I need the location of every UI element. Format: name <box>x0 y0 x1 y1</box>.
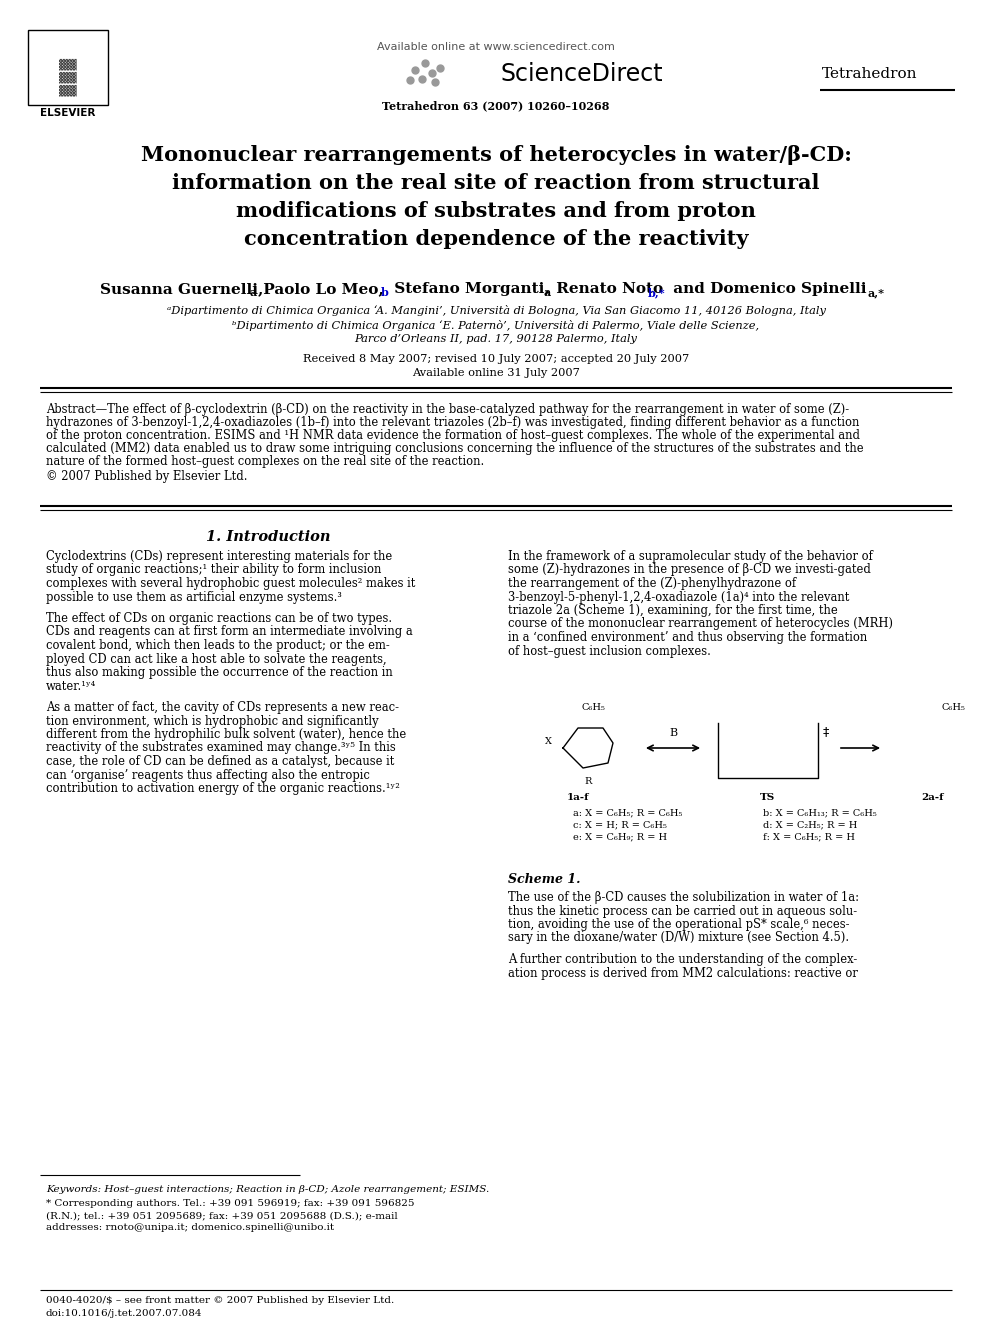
Text: nature of the formed host–guest complexes on the real site of the reaction.: nature of the formed host–guest complexe… <box>46 455 484 468</box>
Text: e: X = C₆H₉; R = H: e: X = C₆H₉; R = H <box>573 832 668 841</box>
Text: 2a-f: 2a-f <box>922 792 944 802</box>
Text: and Domenico Spinelli: and Domenico Spinelli <box>668 282 866 296</box>
Text: b,*: b,* <box>648 287 666 298</box>
Text: a: X = C₆H₅; R = C₆H₅: a: X = C₆H₅; R = C₆H₅ <box>573 808 682 818</box>
Text: ‡: ‡ <box>823 725 829 738</box>
Text: B: B <box>669 728 678 738</box>
Text: A further contribution to the understanding of the complex-: A further contribution to the understand… <box>508 953 857 966</box>
Text: In the framework of a supramolecular study of the behavior of: In the framework of a supramolecular stu… <box>508 550 873 564</box>
Text: thus also making possible the occurrence of the reaction in: thus also making possible the occurrence… <box>46 665 393 679</box>
Text: C₆H₅: C₆H₅ <box>581 703 605 712</box>
Text: Stefano Morganti,: Stefano Morganti, <box>389 282 550 296</box>
Text: Available online at www.sciencedirect.com: Available online at www.sciencedirect.co… <box>377 42 615 52</box>
Bar <box>28 30 108 105</box>
Text: tion environment, which is hydrophobic and significantly: tion environment, which is hydrophobic a… <box>46 714 379 728</box>
Text: triazole 2a (Scheme 1), examining, for the first time, the: triazole 2a (Scheme 1), examining, for t… <box>508 605 838 617</box>
Text: c: X = H; R = C₆H₅: c: X = H; R = C₆H₅ <box>573 820 667 830</box>
Text: X: X <box>545 737 552 745</box>
Text: ELSEVIER: ELSEVIER <box>41 108 95 118</box>
Text: Parco d’Orleans II, pad. 17, 90128 Palermo, Italy: Parco d’Orleans II, pad. 17, 90128 Paler… <box>354 333 638 344</box>
Text: As a matter of fact, the cavity of CDs represents a new reac-: As a matter of fact, the cavity of CDs r… <box>46 701 399 714</box>
Text: addresses: rnoto@unipa.it; domenico.spinelli@unibo.it: addresses: rnoto@unipa.it; domenico.spin… <box>46 1222 334 1232</box>
Text: TS: TS <box>761 792 776 802</box>
Text: tion, avoiding the use of the operational pS* scale,⁶ neces-: tion, avoiding the use of the operationa… <box>508 918 849 931</box>
Text: The effect of CDs on organic reactions can be of two types.: The effect of CDs on organic reactions c… <box>46 613 392 624</box>
Text: contribution to activation energy of the organic reactions.¹ʸ²: contribution to activation energy of the… <box>46 782 400 795</box>
Text: Abstract—The effect of β-cyclodextrin (β-CD) on the reactivity in the base-catal: Abstract—The effect of β-cyclodextrin (β… <box>46 404 849 415</box>
Text: information on the real site of reaction from structural: information on the real site of reaction… <box>173 173 819 193</box>
Text: complexes with several hydrophobic guest molecules² makes it: complexes with several hydrophobic guest… <box>46 577 416 590</box>
Text: modifications of substrates and from proton: modifications of substrates and from pro… <box>236 201 756 221</box>
Text: sary in the dioxane/water (D/W) mixture (see Section 4.5).: sary in the dioxane/water (D/W) mixture … <box>508 931 849 945</box>
Text: Scheme 1.: Scheme 1. <box>508 873 580 886</box>
Text: Renato Noto: Renato Noto <box>551 282 663 296</box>
Text: ᵃDipartimento di Chimica Organica ‘A. Mangini’, Università di Bologna, Via San G: ᵃDipartimento di Chimica Organica ‘A. Ma… <box>167 306 825 316</box>
Text: Received 8 May 2007; revised 10 July 2007; accepted 20 July 2007: Received 8 May 2007; revised 10 July 200… <box>303 355 689 364</box>
Text: possible to use them as artificial enzyme systems.³: possible to use them as artificial enzym… <box>46 590 342 603</box>
Text: calculated (MM2) data enabled us to draw some intriguing conclusions concerning : calculated (MM2) data enabled us to draw… <box>46 442 864 455</box>
Text: 1a-f: 1a-f <box>566 792 589 802</box>
Text: can ‘organise’ reagents thus affecting also the entropic: can ‘organise’ reagents thus affecting a… <box>46 769 370 782</box>
Text: Cyclodextrins (CDs) represent interesting materials for the: Cyclodextrins (CDs) represent interestin… <box>46 550 392 564</box>
Text: 1. Introduction: 1. Introduction <box>205 531 330 544</box>
Text: Mononuclear rearrangements of heterocycles in water/β-CD:: Mononuclear rearrangements of heterocycl… <box>141 146 851 165</box>
Text: water.¹ʸ⁴: water.¹ʸ⁴ <box>46 680 96 692</box>
Text: of the proton concentration. ESIMS and ¹H NMR data evidence the formation of hos: of the proton concentration. ESIMS and ¹… <box>46 429 860 442</box>
Text: ployed CD can act like a host able to solvate the reagents,: ployed CD can act like a host able to so… <box>46 652 387 665</box>
Text: concentration dependence of the reactivity: concentration dependence of the reactivi… <box>244 229 748 249</box>
Text: a,*: a,* <box>867 287 884 298</box>
Text: course of the mononuclear rearrangement of heterocycles (MRH): course of the mononuclear rearrangement … <box>508 618 893 631</box>
Text: the rearrangement of the (Z)-phenylhydrazone of: the rearrangement of the (Z)-phenylhydra… <box>508 577 797 590</box>
Text: ScienceDirect: ScienceDirect <box>500 62 663 86</box>
Text: covalent bond, which then leads to the product; or the em-: covalent bond, which then leads to the p… <box>46 639 390 652</box>
Text: Tetrahedron: Tetrahedron <box>822 67 918 81</box>
Text: some (Z)-hydrazones in the presence of β-CD we investi-gated: some (Z)-hydrazones in the presence of β… <box>508 564 871 577</box>
Text: Keywords: Host–guest interactions; Reaction in β-CD; Azole rearrangement; ESIMS.: Keywords: Host–guest interactions; React… <box>46 1185 489 1193</box>
Text: 3-benzoyl-5-phenyl-1,2,4-oxadiazole (1a)⁴ into the relevant: 3-benzoyl-5-phenyl-1,2,4-oxadiazole (1a)… <box>508 590 849 603</box>
Text: reactivity of the substrates examined may change.³ʸ⁵ In this: reactivity of the substrates examined ma… <box>46 741 396 754</box>
Text: C₆H₅: C₆H₅ <box>941 703 965 712</box>
Text: Tetrahedron 63 (2007) 10260–10268: Tetrahedron 63 (2007) 10260–10268 <box>382 101 610 111</box>
Text: b: X = C₆H₁₃; R = C₆H₅: b: X = C₆H₁₃; R = C₆H₅ <box>763 808 877 818</box>
Text: Susanna Guernelli,: Susanna Guernelli, <box>100 282 263 296</box>
Text: hydrazones of 3-benzoyl-1,2,4-oxadiazoles (1b–f) into the relevant triazoles (2b: hydrazones of 3-benzoyl-1,2,4-oxadiazole… <box>46 415 859 429</box>
Text: thus the kinetic process can be carried out in aqueous solu-: thus the kinetic process can be carried … <box>508 905 857 917</box>
Text: f: X = C₆H₅; R = H: f: X = C₆H₅; R = H <box>763 832 855 841</box>
Text: a: a <box>543 287 551 298</box>
Text: Paolo Lo Meo,: Paolo Lo Meo, <box>258 282 384 296</box>
Text: (R.N.); tel.: +39 051 2095689; fax: +39 051 2095688 (D.S.); e-mail: (R.N.); tel.: +39 051 2095689; fax: +39 … <box>46 1211 398 1220</box>
Text: case, the role of CD can be defined as a catalyst, because it: case, the role of CD can be defined as a… <box>46 755 395 767</box>
Text: a: a <box>250 287 257 298</box>
Text: 0040-4020/$ – see front matter © 2007 Published by Elsevier Ltd.: 0040-4020/$ – see front matter © 2007 Pu… <box>46 1297 394 1304</box>
Bar <box>508 673 952 868</box>
Text: R: R <box>584 777 591 786</box>
Text: The use of the β-CD causes the solubilization in water of 1a:: The use of the β-CD causes the solubiliz… <box>508 890 859 904</box>
Text: doi:10.1016/j.tet.2007.07.084: doi:10.1016/j.tet.2007.07.084 <box>46 1308 202 1318</box>
Text: b: b <box>381 287 389 298</box>
Text: of host–guest inclusion complexes.: of host–guest inclusion complexes. <box>508 644 711 658</box>
Text: study of organic reactions;¹ their ability to form inclusion: study of organic reactions;¹ their abili… <box>46 564 381 577</box>
Text: * Corresponding authors. Tel.: +39 091 596919; fax: +39 091 596825: * Corresponding authors. Tel.: +39 091 5… <box>46 1199 415 1208</box>
Text: Available online 31 July 2007: Available online 31 July 2007 <box>412 368 580 378</box>
Text: ᵇDipartimento di Chimica Organica ‘E. Paternò’, Università di Palermo, Viale del: ᵇDipartimento di Chimica Organica ‘E. Pa… <box>232 320 760 331</box>
Text: different from the hydrophilic bulk solvent (water), hence the: different from the hydrophilic bulk solv… <box>46 728 407 741</box>
Text: ▓▓▓
▓▓▓
▓▓▓: ▓▓▓ ▓▓▓ ▓▓▓ <box>60 58 76 97</box>
Text: in a ‘confined environment’ and thus observing the formation: in a ‘confined environment’ and thus obs… <box>508 631 867 644</box>
Text: CDs and reagents can at first form an intermediate involving a: CDs and reagents can at first form an in… <box>46 626 413 639</box>
Text: © 2007 Published by Elsevier Ltd.: © 2007 Published by Elsevier Ltd. <box>46 470 247 483</box>
Text: ation process is derived from MM2 calculations: reactive or: ation process is derived from MM2 calcul… <box>508 967 858 979</box>
Text: d: X = C₂H₅; R = H: d: X = C₂H₅; R = H <box>763 820 857 830</box>
